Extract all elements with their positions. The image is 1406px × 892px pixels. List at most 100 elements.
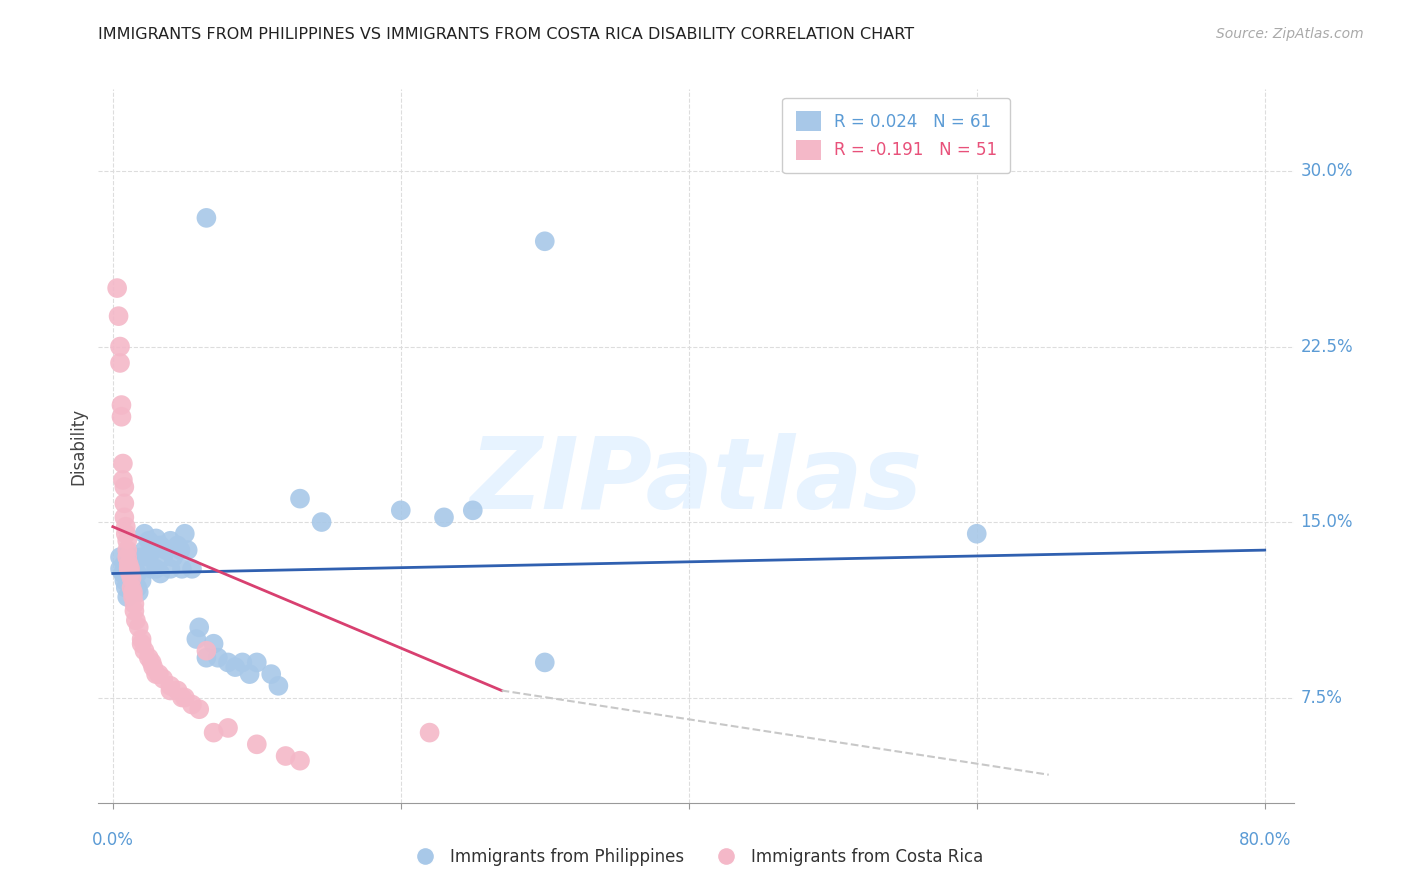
Point — [170, 690, 193, 705]
Point — [111, 473, 134, 487]
Point — [121, 566, 143, 581]
Point — [162, 550, 184, 565]
Point — [134, 526, 156, 541]
Point — [112, 496, 135, 510]
Point — [186, 632, 208, 646]
Point — [112, 480, 135, 494]
Point — [217, 721, 239, 735]
Point — [141, 562, 163, 576]
Point — [138, 533, 160, 548]
Point — [202, 725, 225, 739]
Point — [138, 650, 160, 665]
Point — [966, 526, 988, 541]
Point — [533, 656, 555, 670]
Point — [149, 566, 172, 581]
Point — [533, 234, 555, 248]
Point — [118, 562, 141, 576]
Text: 0.0%: 0.0% — [91, 830, 134, 848]
Point — [389, 503, 412, 517]
Point — [124, 550, 146, 565]
Point — [112, 510, 135, 524]
Point — [173, 690, 195, 705]
Point — [224, 660, 246, 674]
Point — [159, 679, 181, 693]
Text: 22.5%: 22.5% — [1301, 337, 1353, 356]
Point — [145, 532, 167, 546]
Point — [111, 457, 134, 471]
Text: 30.0%: 30.0% — [1301, 162, 1353, 180]
Point — [181, 562, 204, 576]
Point — [115, 569, 138, 583]
Point — [166, 538, 188, 552]
Point — [134, 644, 156, 658]
Point — [120, 562, 142, 576]
Point — [159, 562, 181, 576]
Point — [173, 526, 195, 541]
Point — [195, 211, 218, 225]
Point — [131, 637, 153, 651]
Point — [121, 571, 143, 585]
Point — [152, 550, 174, 565]
Point — [142, 660, 165, 674]
Point — [246, 656, 269, 670]
Point — [159, 683, 181, 698]
Point — [149, 538, 172, 552]
Point — [127, 581, 149, 595]
Point — [134, 543, 156, 558]
Point — [108, 550, 131, 565]
Point — [217, 656, 239, 670]
Text: 7.5%: 7.5% — [1301, 689, 1343, 706]
Point — [311, 515, 333, 529]
Point — [131, 550, 153, 565]
Point — [110, 398, 132, 412]
Point — [120, 562, 142, 576]
Point — [110, 409, 132, 424]
Point — [111, 566, 134, 581]
Point — [274, 749, 297, 764]
Point — [239, 667, 262, 681]
Point — [142, 543, 165, 558]
Point — [115, 543, 138, 558]
Point — [169, 543, 191, 558]
Point — [288, 754, 311, 768]
Point — [176, 543, 198, 558]
Point — [112, 557, 135, 571]
Point — [159, 533, 181, 548]
Text: ZIPatlas: ZIPatlas — [470, 434, 922, 530]
Point — [181, 698, 204, 712]
Point — [121, 581, 143, 595]
Point — [246, 737, 269, 751]
Text: Source: ZipAtlas.com: Source: ZipAtlas.com — [1216, 27, 1364, 41]
Point — [114, 526, 136, 541]
Point — [155, 543, 177, 558]
Point — [120, 578, 142, 592]
Point — [202, 637, 225, 651]
Point — [145, 667, 167, 681]
Point — [231, 656, 253, 670]
Point — [108, 340, 131, 354]
Point — [124, 562, 146, 576]
Point — [145, 562, 167, 576]
Point — [121, 585, 143, 599]
Point — [114, 519, 136, 533]
Point — [124, 604, 146, 618]
Point — [148, 667, 170, 681]
Point — [260, 667, 283, 681]
Point — [131, 632, 153, 646]
Point — [112, 574, 135, 588]
Point — [115, 550, 138, 565]
Point — [188, 620, 211, 634]
Point — [166, 683, 188, 698]
Point — [128, 585, 150, 599]
Point — [115, 590, 138, 604]
Point — [141, 656, 163, 670]
Point — [419, 725, 441, 739]
Point — [433, 510, 456, 524]
Point — [461, 503, 484, 517]
Point — [105, 281, 128, 295]
Point — [122, 590, 145, 604]
Point — [114, 581, 136, 595]
Point — [124, 597, 146, 611]
Point — [125, 613, 148, 627]
Point — [118, 557, 141, 571]
